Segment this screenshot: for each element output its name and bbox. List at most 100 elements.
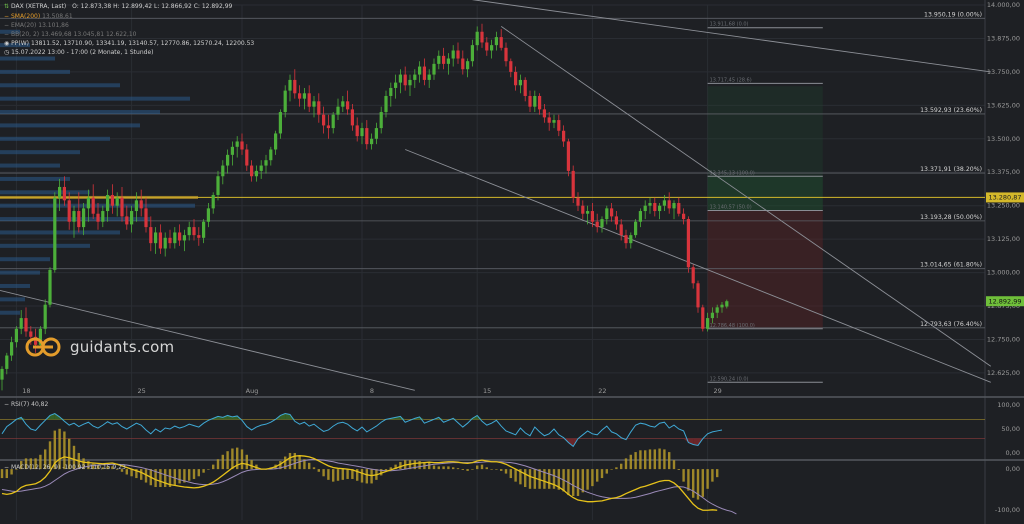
macd-histogram-bar — [106, 466, 109, 470]
rsi-oversold-fill — [693, 438, 698, 446]
macd-histogram-bar — [58, 428, 61, 470]
candle-body — [67, 200, 71, 222]
macd-histogram-bar — [63, 431, 66, 470]
rsi-overbought-fill — [285, 413, 290, 420]
volume-profile-bar — [0, 163, 60, 168]
rsi-overbought-fill — [290, 414, 295, 420]
macd-value: -100,92 -110,15 9,23 — [62, 464, 126, 471]
macd-histogram-bar — [706, 469, 709, 489]
macd-histogram-bar — [447, 466, 450, 470]
candle-body — [528, 95, 532, 107]
macd-histogram-bar — [586, 469, 589, 490]
candle-body — [619, 224, 623, 236]
header-sma: − SMA(200) 13.508,61 — [4, 13, 73, 20]
macd-histogram-bar — [346, 469, 349, 479]
header-ema: − EMA(20) 13.101,86 — [4, 22, 69, 29]
ema-icon: − — [4, 22, 10, 29]
x-tick-label: 25 — [137, 387, 145, 395]
bb-values: 13.469,68 13.045,81 12.622,10 — [41, 31, 137, 38]
macd-histogram-bar — [15, 469, 18, 470]
macd-histogram-bar — [87, 461, 90, 470]
macd-icon: − — [4, 464, 10, 471]
candle-body — [168, 237, 172, 244]
macd-histogram-bar — [303, 459, 306, 470]
macd-histogram-bar — [629, 454, 632, 470]
macd-histogram-bar — [476, 465, 479, 470]
trendline — [405, 149, 991, 383]
volume-profile-bar — [0, 123, 140, 128]
candle-body — [139, 200, 143, 209]
candle-body — [38, 328, 42, 345]
y-tick-label: 12.750,00 — [987, 335, 1020, 343]
candle-body — [504, 47, 508, 62]
candle-body — [259, 165, 263, 171]
candle-body — [552, 120, 556, 123]
candle-body — [408, 79, 412, 86]
macd-histogram-bar — [140, 469, 143, 480]
macd-histogram-bar — [432, 465, 436, 470]
candle-body — [715, 307, 719, 313]
candle-body — [624, 235, 628, 244]
macd-histogram-bar — [634, 452, 637, 470]
candle-body — [514, 71, 518, 86]
macd-histogram-bar — [226, 451, 229, 470]
macd-histogram-bar — [125, 469, 128, 475]
volume-profile-bar — [0, 83, 120, 88]
macd-histogram-bar — [236, 447, 239, 470]
candle-body — [43, 304, 47, 329]
candle-body — [442, 55, 446, 64]
y-tick-label: 13.750,00 — [987, 68, 1020, 76]
macd-histogram-bar — [312, 467, 316, 470]
volume-profile-poc — [0, 195, 198, 199]
last-price-tag-text: 12.892,99 — [988, 298, 1021, 306]
candle-body — [19, 318, 23, 329]
candle-body — [178, 232, 182, 241]
candle-body — [72, 211, 76, 222]
volume-profile-bar — [0, 283, 30, 288]
macd-histogram-bar — [183, 469, 186, 483]
macd-histogram-bar — [20, 461, 23, 470]
candle-body — [499, 37, 503, 48]
macd-histogram-bar — [154, 469, 157, 488]
bb-label: BB(20, 2) — [10, 31, 40, 38]
macd-y-tick: 0,00 — [1006, 465, 1020, 473]
candle-body — [221, 165, 225, 177]
y-tick-label: 12.625,00 — [987, 369, 1020, 377]
candle-body — [350, 109, 354, 126]
candle-body — [187, 227, 191, 236]
candle-body — [62, 186, 66, 201]
ohlc-values: O: 12.873,38 H: 12.899,42 L: 12.866,92 C… — [72, 3, 233, 10]
macd-histogram-bar — [101, 467, 104, 470]
projection-level-label: 13.140,57 (50.0) — [710, 205, 752, 211]
projection-level-label: 12.590,24 (0.0) — [710, 376, 749, 382]
macd-histogram-bar — [29, 458, 32, 470]
candle-body — [226, 154, 230, 166]
candle-body — [610, 208, 614, 217]
candle-body — [691, 267, 695, 284]
candle-body — [365, 128, 369, 145]
candle-body — [77, 211, 81, 228]
candle-body — [653, 203, 657, 212]
candle-body — [202, 221, 206, 238]
y-tick-label: 13.250,00 — [987, 202, 1020, 210]
volume-profile-bar — [0, 230, 120, 235]
pp-values: 13811.52, 13710.90, 13341.19, 13140.57, … — [30, 40, 255, 47]
candle-body — [96, 213, 100, 222]
candle-body — [384, 95, 388, 113]
macd-histogram-bar — [716, 469, 719, 478]
macd-histogram-bar — [480, 464, 484, 470]
candle-body — [379, 112, 383, 129]
macd-histogram-bar — [639, 450, 642, 470]
candle-body — [470, 45, 474, 62]
candle-body — [542, 109, 546, 118]
volume-profile-bar — [0, 29, 20, 34]
macd-histogram-bar — [701, 469, 704, 497]
macd-histogram-bar — [605, 469, 608, 474]
volume-profile-bar — [0, 243, 90, 248]
rsi-line — [1, 412, 723, 448]
candle-body — [211, 194, 215, 209]
guidants-logo-icon — [25, 337, 61, 357]
candle-body — [427, 74, 431, 80]
candle-body — [302, 93, 306, 99]
macd-histogram-bar — [298, 455, 301, 470]
